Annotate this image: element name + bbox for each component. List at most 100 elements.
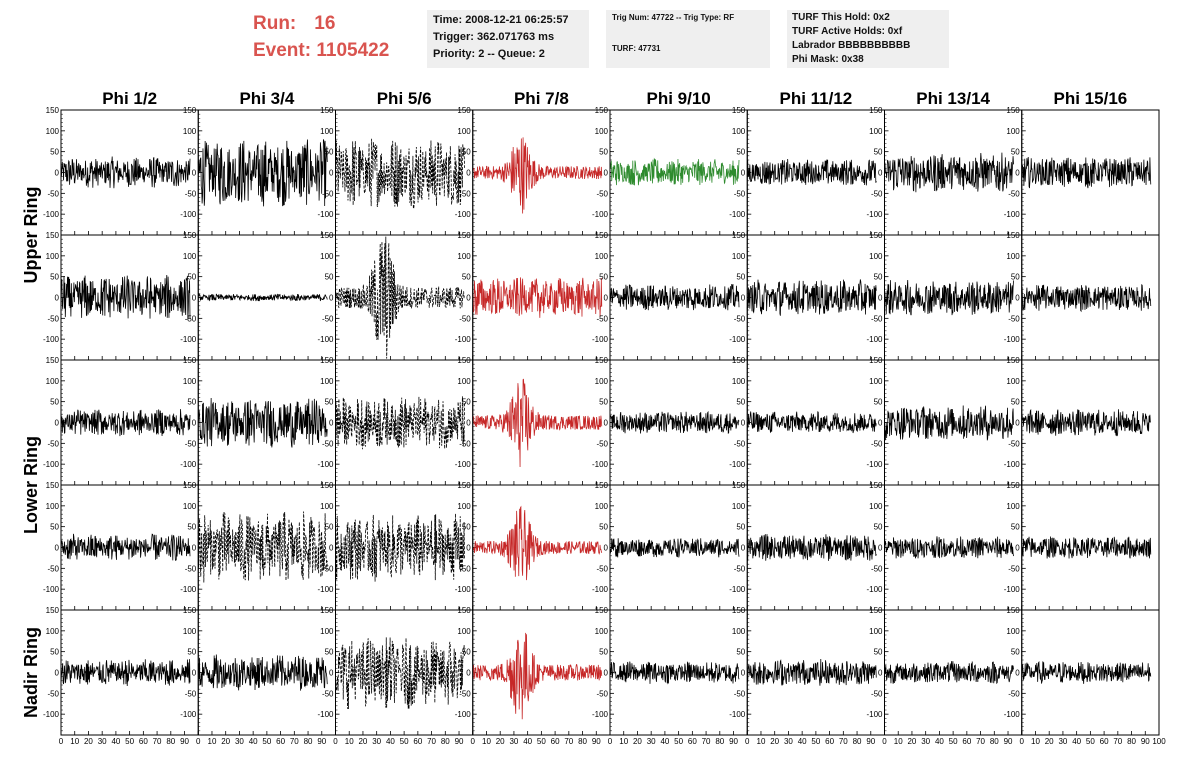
y-tick-label: 50	[736, 523, 745, 532]
y-tick-label: -50	[47, 314, 59, 323]
y-tick-label: 150	[457, 231, 471, 240]
waveform-panel: -100 -50 0 50 100 150	[455, 356, 611, 486]
y-tick-label: -100	[455, 210, 472, 219]
panel-frame	[1021, 609, 1160, 736]
x-tick-label: 0	[59, 737, 64, 746]
x-tick-label: 0	[333, 737, 338, 746]
y-tick-label: 0	[1015, 544, 1020, 553]
waveform-trace	[335, 138, 465, 211]
x-tick-label: 90	[592, 737, 601, 746]
y-tick-label: 0	[741, 419, 746, 428]
waveform-panel: -100 -50 0 50 100 150	[1004, 481, 1160, 611]
y-tick-label: 0	[741, 544, 746, 553]
y-tick-label: -100	[866, 710, 883, 719]
x-tick-label: 40	[523, 737, 532, 746]
waveform-panel: -100 -50 0 50 100 150	[866, 106, 1023, 236]
y-tick-label: 100	[595, 502, 609, 511]
y-tick-label: 50	[462, 148, 471, 157]
x-tick-label: 30	[784, 737, 793, 746]
x-tick-label: 50	[811, 737, 820, 746]
y-tick-label: 100	[1006, 377, 1020, 386]
y-tick-label: 0	[604, 294, 609, 303]
y-tick-label: 50	[187, 273, 196, 282]
waveform-panel: -100 -50 0 50 100 150	[317, 356, 474, 486]
y-tick-label: 100	[869, 377, 883, 386]
x-tick-label: 30	[1058, 737, 1067, 746]
x-tick-label: 20	[907, 737, 916, 746]
y-tick-label: 150	[732, 231, 746, 240]
y-tick-label: 50	[187, 398, 196, 407]
y-tick-label: -50	[871, 439, 883, 448]
y-tick-label: -100	[729, 710, 746, 719]
y-tick-label: 150	[869, 606, 883, 615]
y-tick-label: -50	[185, 439, 197, 448]
y-tick-label: -100	[43, 585, 60, 594]
y-tick-label: -50	[47, 189, 59, 198]
x-tick-label: 70	[564, 737, 573, 746]
waveform-panel: -100 -50 0 50 100 150	[317, 606, 474, 736]
x-tick-label: 90	[180, 737, 189, 746]
waveform-panel: -100 -50 0 50 100 150	[180, 356, 336, 486]
waveform-panel: -100 -50 0 50 100 150	[592, 231, 748, 361]
y-tick-label: 100	[732, 627, 746, 636]
y-tick-label: 50	[1011, 398, 1020, 407]
x-tick-label: 70	[427, 737, 436, 746]
x-tick-label: 50	[537, 737, 546, 746]
y-tick-label: 50	[599, 648, 608, 657]
y-tick-label: -100	[317, 335, 334, 344]
y-tick-label: -100	[866, 335, 883, 344]
y-tick-label: 50	[874, 148, 883, 157]
y-tick-label: -50	[596, 314, 608, 323]
y-tick-label: -50	[596, 439, 608, 448]
y-tick-label: 100	[732, 502, 746, 511]
x-tick-label: 40	[386, 737, 395, 746]
y-tick-label: 0	[55, 419, 60, 428]
y-tick-label: -50	[596, 689, 608, 698]
waveform-trace	[746, 658, 877, 686]
y-tick-label: -100	[455, 335, 472, 344]
y-tick-label: 100	[320, 127, 334, 136]
y-tick-label: 0	[878, 419, 883, 428]
y-tick-label: 100	[183, 502, 197, 511]
waveform-trace	[884, 279, 1014, 316]
y-tick-label: 150	[595, 481, 609, 490]
waveform-panel: -100 -50 0 50 100 150	[1004, 606, 1160, 736]
waveform-panel: -100 -50 0 50 100 150	[43, 106, 199, 236]
y-tick-label: 150	[869, 356, 883, 365]
x-tick-label: 80	[304, 737, 313, 746]
y-tick-label: 50	[187, 648, 196, 657]
x-tick-label: 50	[400, 737, 409, 746]
y-tick-label: 50	[599, 273, 608, 282]
y-tick-label: 100	[46, 127, 60, 136]
y-tick-label: 150	[1006, 231, 1020, 240]
x-tick-label: 60	[1100, 737, 1109, 746]
y-tick-label: 150	[183, 231, 197, 240]
waveform-panel: -100 -50 0 50 100 150	[317, 231, 474, 361]
x-tick-label: 40	[798, 737, 807, 746]
x-tick-label: 90	[729, 737, 738, 746]
y-tick-label: 50	[874, 398, 883, 407]
y-tick-label: -50	[47, 439, 59, 448]
y-tick-label: 100	[457, 377, 471, 386]
x-tick-label: 20	[358, 737, 367, 746]
y-tick-label: -50	[459, 689, 471, 698]
x-tick-label: 0	[882, 737, 887, 746]
phi-mask-text: Phi Mask: 0x38	[792, 54, 864, 65]
run-event-block: Run: 16 Event: 1105422	[253, 10, 389, 64]
y-tick-label: 150	[457, 481, 471, 490]
y-tick-label: 150	[1006, 481, 1020, 490]
y-tick-label: -100	[592, 210, 609, 219]
waveform-panel: -100 -50 0 50 100 150	[729, 481, 885, 611]
y-tick-label: -100	[729, 460, 746, 469]
waveform-panel: -100 -50 0 50 100 150	[43, 481, 199, 611]
event-label: Event:	[253, 40, 312, 61]
y-tick-label: 50	[599, 523, 608, 532]
waveform-trace	[472, 277, 603, 318]
y-tick-label: 50	[1011, 648, 1020, 657]
y-tick-label: -100	[866, 460, 883, 469]
x-tick-label: 60	[413, 737, 422, 746]
y-tick-label: 150	[1006, 356, 1020, 365]
y-tick-label: 100	[183, 377, 197, 386]
waveform-panel: -100 -50 0 50 100 150	[866, 481, 1023, 611]
y-tick-label: 150	[320, 106, 334, 115]
